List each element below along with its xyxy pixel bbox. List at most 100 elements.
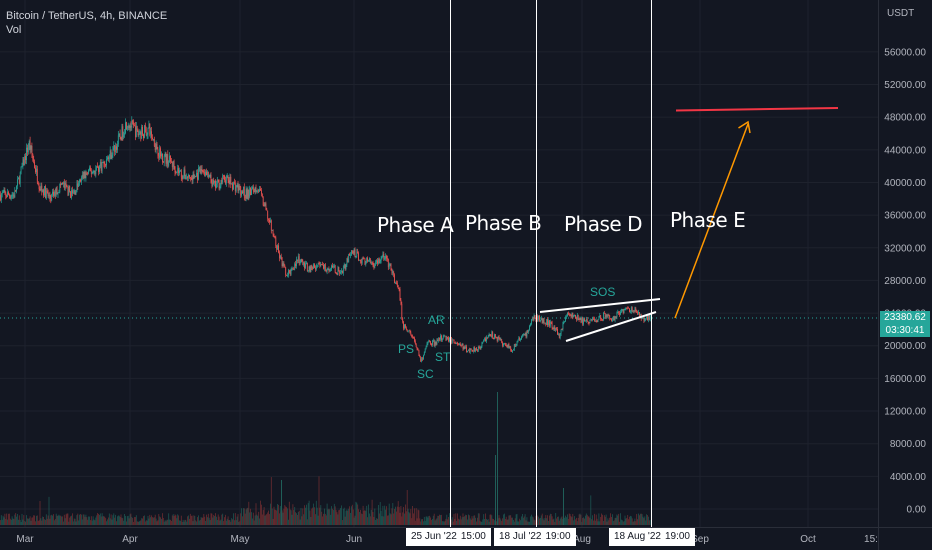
volume-bar xyxy=(437,515,439,525)
candle-body xyxy=(473,347,475,352)
volume-bar xyxy=(578,514,580,525)
volume-bar xyxy=(235,520,237,525)
volume-bar xyxy=(612,521,614,525)
crosshair-date-label: 18 Aug '22 19:00 xyxy=(609,528,695,546)
volume-bar xyxy=(468,514,469,525)
candle-body xyxy=(249,187,251,197)
candle-body xyxy=(360,260,361,262)
volume-bar xyxy=(595,514,597,525)
volume-bar xyxy=(46,518,48,525)
candle-body xyxy=(365,262,367,265)
volume-bar xyxy=(493,519,494,525)
volume-bar xyxy=(64,518,66,525)
phase-d-label[interactable]: Phase D xyxy=(564,212,642,236)
candle-body xyxy=(79,179,80,183)
volume-bar xyxy=(345,510,347,525)
candle-body xyxy=(405,327,407,331)
candle-body xyxy=(261,190,262,194)
candle-body xyxy=(549,321,551,326)
projection-arrow[interactable] xyxy=(674,123,749,319)
candle-body xyxy=(531,317,533,320)
candle-body xyxy=(472,350,474,352)
volume-bar xyxy=(357,504,359,525)
candle-body xyxy=(39,188,41,191)
volume-bar xyxy=(166,519,168,525)
candle-body xyxy=(390,264,392,271)
candle-body xyxy=(87,173,89,175)
volume-bar xyxy=(137,521,139,525)
secondary-test-label[interactable]: ST xyxy=(435,350,451,364)
symbol-title[interactable]: Bitcoin / TetherUS, 4h, BINANCE xyxy=(6,10,168,22)
candle-body xyxy=(257,190,259,191)
volume-bar xyxy=(403,506,404,525)
automatic-rally-label[interactable]: AR xyxy=(428,313,445,327)
phase-b-label[interactable]: Phase B xyxy=(465,211,542,235)
candle-body xyxy=(399,289,401,301)
volume-bar xyxy=(212,517,214,525)
phase-e-label[interactable]: Phase E xyxy=(670,208,746,232)
volume-bar xyxy=(2,515,4,525)
volume-bar xyxy=(446,514,448,525)
candle-body xyxy=(51,194,53,201)
volume-bar xyxy=(513,519,514,525)
phase-a-label[interactable]: Phase A xyxy=(377,213,454,237)
volume-bar xyxy=(116,521,117,525)
candle-body xyxy=(485,338,486,342)
candle-body xyxy=(626,307,628,309)
candle-body xyxy=(153,138,155,147)
volume-bar xyxy=(364,510,366,525)
volume-bar xyxy=(415,508,417,525)
preliminary-support-label[interactable]: PS xyxy=(398,342,415,356)
volume-bar xyxy=(360,509,361,525)
candle-body xyxy=(181,177,183,180)
candle-body xyxy=(551,322,553,328)
volume-bar xyxy=(55,513,57,525)
candle-body xyxy=(27,147,29,153)
candle-body xyxy=(102,161,104,163)
candle-body xyxy=(550,321,552,323)
candle-body xyxy=(360,261,362,263)
sign-of-strength-label[interactable]: SOS xyxy=(590,285,616,299)
candle-body xyxy=(233,182,234,190)
wedge-upper-trendline[interactable] xyxy=(539,298,661,313)
candle-body xyxy=(426,343,428,347)
candle-body xyxy=(540,320,541,321)
candle-body xyxy=(402,318,404,322)
candle-body xyxy=(213,180,215,184)
candle-body xyxy=(113,145,115,148)
volume-bar xyxy=(113,513,115,525)
candle-body xyxy=(92,171,94,174)
candle-body xyxy=(335,272,337,274)
candle-body xyxy=(163,155,165,163)
volume-bar xyxy=(558,516,559,525)
candle-body xyxy=(488,334,490,337)
candle-body xyxy=(13,194,15,198)
volume-bar xyxy=(180,520,181,525)
volume-bar xyxy=(210,513,212,525)
volume-bar xyxy=(607,518,609,525)
candle-body xyxy=(270,220,272,231)
chart-legend: Bitcoin / TetherUS, 4h, BINANCE Vol xyxy=(6,9,167,37)
candle-body xyxy=(248,189,250,197)
volume-bar xyxy=(152,517,153,525)
volume-bar xyxy=(414,520,416,525)
candle-body xyxy=(625,307,627,309)
volume-bar xyxy=(416,518,418,525)
volume-bar xyxy=(226,518,228,525)
volume-bar xyxy=(141,518,143,525)
candle-body xyxy=(514,344,516,347)
volume-bar xyxy=(83,514,85,525)
candle-body xyxy=(596,321,598,322)
candle-body xyxy=(642,317,644,319)
volume-bar xyxy=(130,513,132,525)
candle-body xyxy=(61,183,62,185)
candle-body xyxy=(47,191,49,196)
volume-bar xyxy=(626,517,628,525)
candle-body xyxy=(370,262,372,264)
target-level-line[interactable] xyxy=(675,107,839,112)
volume-bar xyxy=(522,513,523,525)
wedge-lower-trendline[interactable] xyxy=(565,311,657,342)
selling-climax-label[interactable]: SC xyxy=(417,367,434,381)
volume-indicator-label[interactable]: Vol xyxy=(6,24,22,36)
